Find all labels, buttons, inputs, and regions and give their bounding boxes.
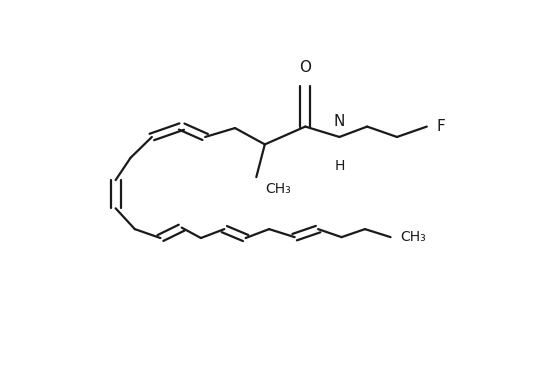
Text: H: H [334, 159, 345, 173]
Text: CH₃: CH₃ [266, 183, 292, 196]
Text: N: N [334, 113, 345, 129]
Text: F: F [436, 119, 445, 134]
Text: O: O [299, 60, 311, 75]
Text: CH₃: CH₃ [400, 230, 426, 244]
